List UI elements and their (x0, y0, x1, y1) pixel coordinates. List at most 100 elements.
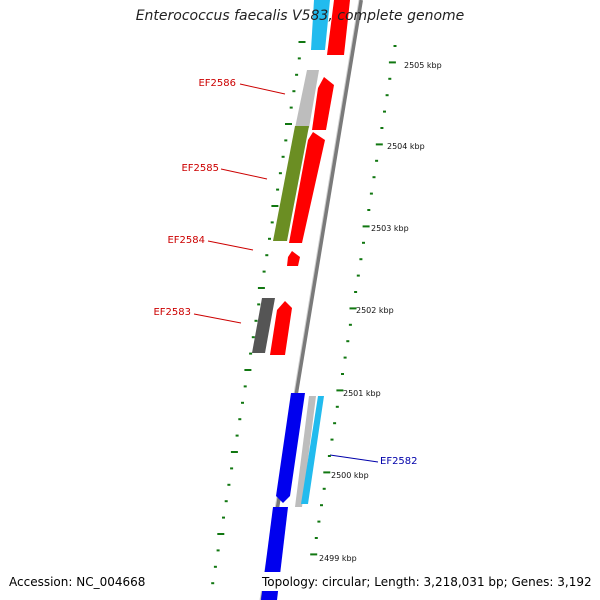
minor-tick (341, 373, 344, 375)
minor-tick (383, 110, 386, 113)
scale-label-2502: 2502 kbp (356, 306, 394, 315)
red-cds-ef2586 (312, 77, 334, 130)
major-tick (310, 553, 318, 556)
genome-backbone (260, 0, 363, 600)
leader-line-ef2582 (329, 454, 379, 463)
major-tick (349, 307, 357, 310)
minor-tick (276, 188, 280, 191)
red-feature-top (327, 0, 350, 55)
minor-tick (284, 139, 288, 142)
scale-label-2499: 2499 kbp (319, 554, 357, 563)
cyan-feature-top (311, 0, 330, 50)
leader-line-ef2586 (239, 83, 286, 95)
minor-tick (333, 422, 337, 425)
minor-tick (238, 418, 242, 421)
major-tick (336, 389, 344, 392)
dark-gray-feature-ef2583 (252, 298, 275, 353)
minor-tick (346, 340, 350, 343)
minor-tick (369, 192, 373, 195)
major-tick (375, 143, 383, 146)
minor-tick (216, 549, 220, 552)
minor-tick (257, 303, 261, 306)
leader-line-ef2584 (207, 240, 254, 251)
gene-label-ef2585[interactable]: EF2585 (181, 163, 219, 174)
minor-tick (367, 209, 371, 211)
minor-tick (388, 77, 392, 80)
major-tick (323, 471, 331, 474)
gene-label-ef2586[interactable]: EF2586 (198, 78, 236, 89)
minor-tick (222, 516, 225, 519)
minor-tick (297, 57, 301, 60)
minor-tick (213, 565, 217, 568)
red-cds-ef2583 (270, 301, 292, 355)
minor-tick (327, 455, 331, 457)
minor-tick (393, 45, 397, 47)
minor-tick (330, 438, 334, 441)
minor-tick (292, 90, 296, 93)
minor-tick (320, 504, 323, 507)
gray-feature-ef2586 (295, 70, 319, 128)
gene-label-ef2582[interactable]: EF2582 (380, 456, 418, 467)
map-title: Enterococcus faecalis V583, complete gen… (135, 8, 465, 24)
minor-tick (380, 127, 384, 129)
scale-label-2504: 2504 kbp (387, 142, 425, 151)
topology-text: Topology: circular; Length: 3,218,031 bp… (258, 572, 596, 591)
minor-tick (278, 172, 282, 175)
minor-tick (375, 159, 379, 162)
minor-tick (322, 487, 326, 490)
major-tick (388, 61, 396, 64)
leader-line-ef2583 (193, 313, 242, 324)
genome-backbone-highlight (259, 0, 360, 600)
minor-tick (348, 323, 352, 326)
major-tick (271, 205, 279, 207)
minor-tick (270, 221, 274, 224)
minor-tick (251, 336, 255, 339)
scale-label-2505: 2505 kbp (404, 61, 442, 70)
minor-tick (359, 258, 363, 261)
minor-tick (235, 434, 239, 437)
major-tick (298, 41, 306, 43)
minor-tick (335, 405, 339, 408)
scale-label-2501: 2501 kbp (343, 389, 381, 398)
major-tick (244, 369, 252, 371)
scale-label-2500: 2500 kbp (331, 471, 369, 480)
minor-tick (289, 106, 293, 109)
major-tick (217, 533, 225, 535)
scale-ticks (211, 41, 397, 585)
minor-tick (224, 500, 228, 503)
minor-tick (241, 401, 244, 404)
leader-line-ef2585 (220, 168, 268, 180)
minor-tick (230, 467, 234, 470)
minor-tick (362, 241, 365, 244)
blue-cds-ef2582 (276, 393, 305, 503)
minor-tick (314, 537, 318, 539)
minor-tick (211, 582, 215, 585)
minor-tick (354, 291, 358, 293)
red-cds-ef2584 (287, 251, 300, 266)
minor-tick (372, 176, 376, 179)
minor-tick (249, 352, 253, 355)
minor-tick (295, 73, 299, 76)
major-tick (285, 123, 292, 125)
minor-tick (243, 385, 247, 388)
gene-label-ef2584[interactable]: EF2584 (167, 235, 205, 246)
major-tick (362, 225, 370, 228)
scale-label-2503: 2503 kbp (371, 224, 409, 233)
minor-tick (254, 319, 258, 322)
minor-tick (268, 237, 271, 240)
minor-tick (356, 274, 360, 277)
minor-tick (317, 520, 321, 523)
cyan-feature-ef2582 (301, 396, 324, 504)
gene-label-ef2583[interactable]: EF2583 (153, 307, 191, 318)
major-tick (257, 287, 265, 289)
minor-tick (385, 94, 389, 97)
gray-feature-ef2582 (295, 396, 316, 507)
minor-tick (227, 483, 231, 486)
minor-tick (262, 270, 266, 273)
red-cds-ef2585 (289, 132, 325, 243)
olive-feature-ef2585 (273, 126, 309, 241)
minor-tick (281, 155, 285, 158)
accession-text: Accession: NC_004668 (9, 575, 146, 589)
